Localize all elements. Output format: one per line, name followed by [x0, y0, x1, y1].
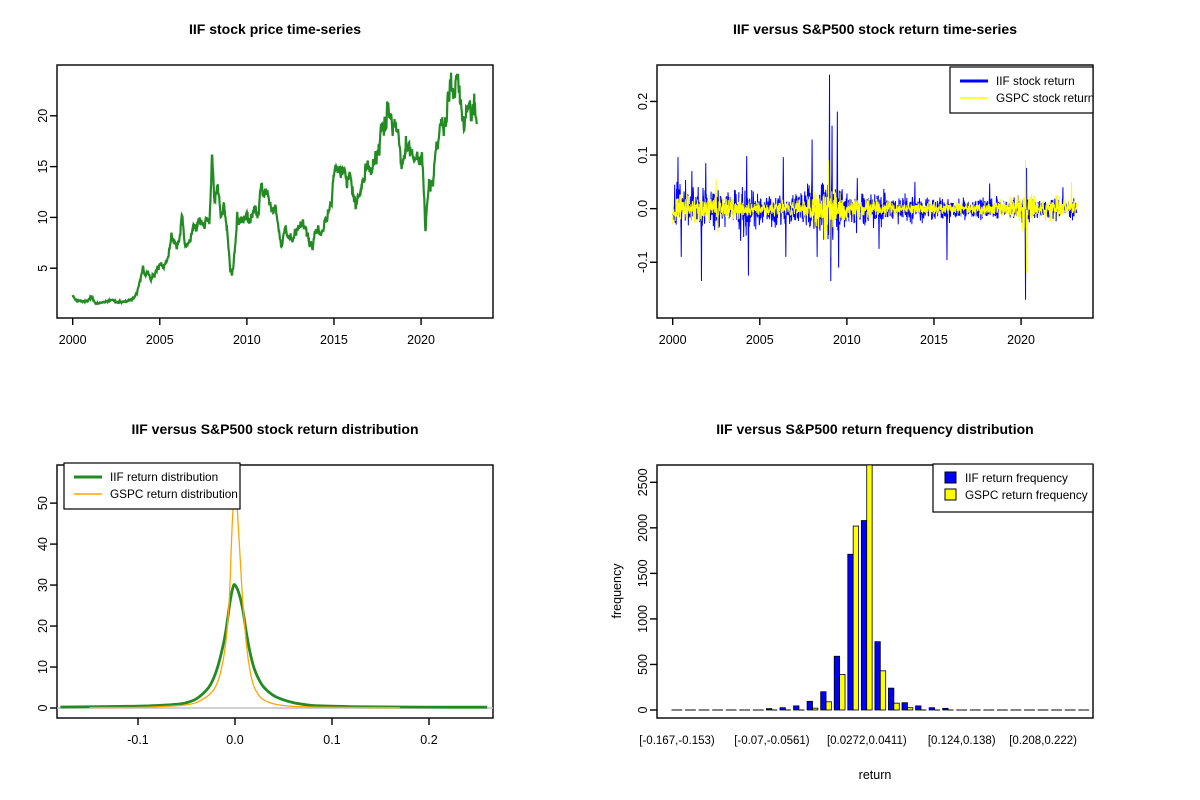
price-series-line [71, 72, 478, 306]
bar [812, 707, 819, 711]
y-tick-label: -0.1 [636, 251, 650, 273]
x-tick-label: 2010 [833, 333, 861, 347]
chart-returns-title: IIF versus S&P500 stock return time-seri… [733, 21, 1017, 37]
y-tick-label: 2000 [636, 514, 650, 542]
y-tick-label: 0.1 [636, 146, 650, 163]
chart-frequency: 0 500 1000 1500 2000 2500 [-0.167,-0.153) [-0.0… [636, 463, 1094, 747]
bar [915, 705, 922, 711]
bar [766, 708, 773, 711]
chart-returns: 2000 2005 2010 2015 2020 -0.1 0.0 0.1 0.2 IIF sto… [636, 64, 1094, 347]
x-tick-label: 2005 [746, 333, 774, 347]
density-curve [89, 477, 400, 709]
bin-label: [-0.167,-0.153) [639, 735, 715, 747]
chart-frequency-title: IIF versus S&P500 return frequency distr… [716, 421, 1033, 437]
frequency-yaxis-label: frequency [610, 563, 624, 619]
y-tick-label: 40 [36, 537, 50, 551]
legend-item-label: IIF return distribution [110, 470, 218, 484]
y-tick-label: 20 [36, 619, 50, 633]
x-tick-label: 0.1 [323, 733, 340, 747]
bar [866, 464, 873, 711]
bar [893, 702, 900, 711]
x-tick-label: 2015 [320, 333, 348, 347]
y-tick-label: 1000 [636, 605, 650, 633]
bar [806, 700, 813, 711]
bar [852, 525, 859, 711]
y-tick-label: 15 [36, 160, 50, 174]
legend-square-sample [944, 488, 957, 501]
legend-square-sample [944, 471, 957, 484]
legend-box [63, 462, 241, 510]
bar [901, 702, 908, 711]
x-tick-label: 0.2 [420, 733, 437, 747]
x-tick-label: 2020 [1007, 333, 1035, 347]
bar [793, 705, 800, 711]
bar [839, 674, 846, 711]
frequency-xaxis-label: return [859, 768, 892, 782]
return-series-line [672, 159, 1078, 273]
chart-distribution-title: IIF versus S&P500 stock return distribut… [131, 421, 418, 437]
bar [779, 707, 786, 711]
legend-item-label: IIF return frequency [965, 471, 1068, 485]
legend-item-label: IIF stock return [996, 74, 1075, 88]
y-tick-label: 0 [36, 704, 50, 711]
x-tick-label: -0.1 [127, 733, 149, 747]
x-tick-label: 0.0 [226, 733, 243, 747]
bar [928, 707, 935, 711]
chart-distribution: -0.1 0.0 0.1 0.2 0 10 20 30 40 50 IIF return distr… [36, 462, 494, 747]
plot-box [656, 464, 1094, 719]
bin-label: [-0.07,-0.0561) [734, 735, 810, 747]
y-tick-label: 30 [36, 578, 50, 592]
y-tick-label: 0.2 [636, 93, 650, 110]
y-tick-label: 0.0 [636, 200, 650, 217]
bar [847, 553, 854, 711]
y-tick-label: 5 [36, 265, 50, 272]
plot-box [56, 64, 494, 319]
bin-label: [0.124,0.138) [928, 735, 996, 747]
bar [874, 641, 881, 711]
bar [825, 701, 832, 711]
legend-item-label: GSPC stock return [996, 91, 1094, 105]
legend-box [932, 463, 1094, 513]
x-tick-label: 2000 [59, 333, 87, 347]
plot-box [56, 464, 494, 719]
x-tick-label: 2020 [407, 333, 435, 347]
bar [907, 707, 914, 711]
y-tick-label: 10 [36, 210, 50, 224]
x-tick-label: 2000 [659, 333, 687, 347]
legend-box [949, 66, 1094, 114]
legend-item-label: GSPC return frequency [965, 488, 1088, 502]
x-tick-label: 2015 [920, 333, 948, 347]
y-tick-label: 500 [636, 654, 650, 675]
y-tick-label: 10 [36, 660, 50, 674]
x-tick-label: 2010 [233, 333, 261, 347]
bin-label: [0.0272,0.0411) [827, 735, 907, 747]
y-tick-label: 2500 [636, 468, 650, 496]
y-tick-label: 0 [636, 706, 650, 713]
plot-box [656, 64, 1094, 319]
bar [860, 520, 868, 711]
bar [888, 687, 895, 711]
chart-price: 2000 2005 2010 2015 2020 5 10 15 20 [36, 64, 494, 347]
density-curve [60, 583, 488, 709]
bin-label: [0.208,0.222) [1009, 735, 1077, 747]
bar [833, 655, 841, 711]
bar [820, 691, 827, 711]
bar [942, 707, 949, 711]
x-tick-label: 2005 [146, 333, 174, 347]
bar [879, 670, 887, 711]
y-tick-label: 1500 [636, 559, 650, 587]
chart-price-title: IIF stock price time-series [189, 21, 361, 37]
y-tick-label: 50 [36, 496, 50, 510]
y-tick-label: 20 [36, 109, 50, 123]
legend-item-label: GSPC return distribution [110, 487, 238, 501]
